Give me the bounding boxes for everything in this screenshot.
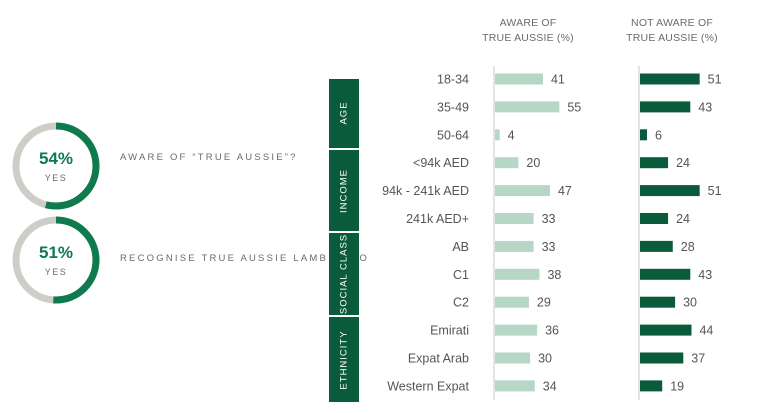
data-label: 51: [708, 184, 722, 198]
donut-yes-label: YES: [44, 173, 68, 183]
bar-not-aware: [640, 352, 684, 364]
bar-not-aware: [640, 73, 700, 85]
category-label: 94k - 241k AED: [382, 184, 469, 198]
kpi-donut-aware: 54% YES: [10, 120, 102, 212]
data-label: 30: [538, 352, 552, 366]
column-header-line2: TRUE AUSSIE (%): [482, 32, 574, 44]
bar-aware: [495, 380, 535, 392]
column-header-line1: AWARE OF: [499, 17, 557, 29]
bar-aware: [495, 324, 538, 336]
bar-aware: [495, 352, 531, 364]
kpi-label-recognise: RECOGNISE TRUE AUSSIE LAMB LOGO: [120, 253, 370, 264]
bar-aware: [495, 268, 540, 280]
data-label: 38: [547, 268, 561, 282]
bar-aware: [495, 213, 534, 224]
group-bar-age: AGE: [329, 79, 359, 148]
group-bar-income: INCOME: [329, 149, 359, 232]
data-label: 47: [558, 184, 572, 198]
category-label: AB: [452, 240, 469, 254]
data-label: 41: [551, 73, 565, 87]
column-header-aware: AWARE OF TRUE AUSSIE (%): [458, 16, 598, 46]
column-header-not-aware: NOT AWARE OF TRUE AUSSIE (%): [602, 16, 742, 46]
bar-not-aware: [640, 268, 691, 280]
data-label: 6: [655, 128, 662, 142]
data-label: 24: [676, 212, 690, 226]
bar-aware: [495, 73, 543, 85]
data-label: 51: [708, 73, 722, 87]
donut-ring-recognise: [12, 216, 100, 304]
bar-not-aware: [640, 213, 669, 224]
data-label: 20: [526, 156, 540, 170]
bar-not-aware: [640, 380, 663, 392]
bar-not-aware: [640, 296, 676, 308]
kpi-donut-recognise: 51% YES: [10, 214, 102, 306]
donut-percent: 51%: [38, 243, 74, 262]
column-header-line2: TRUE AUSSIE (%): [626, 32, 718, 44]
data-label: 4: [508, 128, 515, 142]
data-label: 30: [683, 296, 697, 310]
category-label: Western Expat: [387, 379, 469, 393]
column-header-line1: NOT AWARE OF: [631, 17, 713, 29]
bar-aware: [495, 185, 550, 197]
data-label: 34: [543, 379, 557, 393]
data-label: 36: [545, 324, 559, 338]
bar-not-aware: [640, 157, 669, 169]
data-label: 43: [698, 100, 712, 114]
data-label: 43: [698, 268, 712, 282]
category-label: C1: [453, 268, 469, 282]
donut-progress: [12, 122, 100, 210]
bar-aware: [495, 296, 529, 308]
data-label: 29: [537, 296, 551, 310]
data-label: 19: [670, 379, 684, 393]
bar-not-aware: [640, 101, 691, 113]
category-label: Expat Arab: [408, 352, 469, 366]
bar-aware: [495, 129, 500, 141]
data-label: 33: [542, 240, 556, 254]
bar-not-aware: [640, 324, 692, 336]
donut-progress: [12, 216, 100, 304]
data-label: 28: [681, 240, 695, 254]
group-bar-social-class: SOCIAL CLASS: [329, 233, 359, 316]
kpi-label-aware: AWARE OF “TRUE AUSSIE”?: [120, 152, 298, 163]
category-label: 241k AED+: [406, 212, 469, 226]
bar-aware: [495, 101, 560, 113]
data-label: 24: [676, 156, 690, 170]
category-label: 35-49: [437, 100, 469, 114]
data-label: 55: [567, 100, 581, 114]
donut-percent: 54%: [38, 149, 74, 168]
donut-ring-aware: [12, 122, 100, 210]
bar-aware: [495, 157, 519, 169]
bar-not-aware: [640, 129, 648, 141]
data-label: 33: [542, 212, 556, 226]
data-label: 44: [699, 324, 713, 338]
donut-yes-label: YES: [44, 267, 68, 277]
category-label: C2: [453, 296, 469, 310]
data-label: 37: [691, 352, 705, 366]
category-label: 50-64: [437, 128, 469, 142]
category-label: <94k AED: [413, 156, 469, 170]
bar-not-aware: [640, 240, 673, 252]
bar-aware: [495, 240, 534, 252]
category-label: Emirati: [430, 324, 469, 338]
category-label: 18-34: [437, 73, 469, 87]
group-bar-ethnicity: ETHNICITY: [329, 317, 359, 402]
bar-not-aware: [640, 185, 700, 197]
